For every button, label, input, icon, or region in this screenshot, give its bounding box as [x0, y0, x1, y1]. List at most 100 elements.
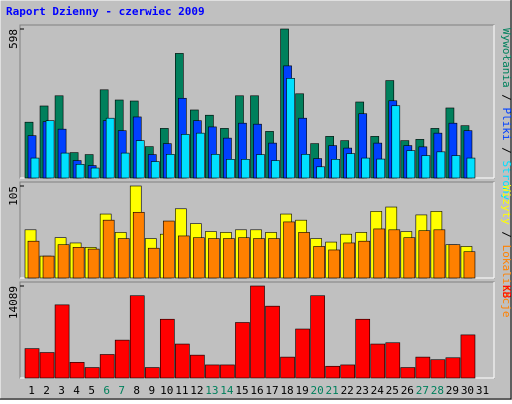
legend-entry: Wizyty: [500, 185, 512, 225]
bar: [358, 240, 371, 279]
x-tick-label: 9: [148, 384, 155, 397]
bar: [436, 151, 446, 179]
x-tick-label: 17: [265, 384, 278, 397]
bar: [132, 211, 145, 279]
bar: [226, 159, 235, 179]
bar: [99, 354, 115, 379]
bar: [373, 228, 386, 279]
bar: [265, 305, 280, 379]
bar: [250, 285, 265, 379]
bar: [205, 364, 220, 379]
bar: [150, 161, 160, 179]
bar: [403, 237, 416, 279]
bar: [84, 367, 100, 379]
bar: [430, 359, 446, 379]
bar: [147, 247, 160, 279]
x-tick-label: 29: [446, 384, 459, 397]
y-tick-label: 14089: [7, 286, 20, 319]
x-tick-label: 2: [43, 384, 50, 397]
bar: [331, 159, 340, 179]
x-tick-label: 1: [28, 384, 35, 397]
bar: [90, 167, 100, 179]
x-tick-label: 28: [431, 384, 444, 397]
bar: [129, 295, 145, 379]
x-tick-label: 25: [386, 384, 399, 397]
bar: [271, 160, 280, 179]
bar: [42, 255, 55, 279]
bar: [400, 367, 416, 379]
bar: [415, 356, 431, 379]
x-tick-label: 11: [175, 384, 188, 397]
bar: [165, 154, 175, 179]
bar: [30, 157, 40, 179]
bar: [144, 367, 160, 379]
x-tick-label: 21: [326, 384, 339, 397]
bar: [117, 238, 130, 279]
bar: [385, 342, 401, 379]
x-tick-label: 3: [58, 384, 65, 397]
bar: [175, 343, 190, 379]
x-tick-label: 18: [280, 384, 293, 397]
bar: [72, 247, 85, 279]
bar: [45, 120, 55, 179]
bar: [361, 157, 371, 179]
bar: [391, 105, 401, 179]
bar: [328, 249, 340, 279]
x-tick-label: 13: [205, 384, 218, 397]
bar: [208, 238, 220, 279]
bar: [445, 357, 461, 379]
bar: [316, 166, 325, 179]
bar: [114, 339, 130, 379]
legend-entry: Strony: [500, 160, 512, 200]
bar: [268, 238, 280, 279]
bar: [433, 229, 446, 279]
bar: [370, 343, 386, 379]
y-tick-label: 598: [7, 29, 20, 49]
legend: Wizyty / Lokalizacje: [500, 185, 512, 317]
legend: KB: [500, 285, 512, 299]
chart-title: Raport Dzienny - czerwiec 2009: [6, 5, 205, 18]
bar: [388, 229, 401, 279]
x-tick-label: 31: [476, 384, 489, 397]
bar: [406, 150, 416, 179]
x-tick-label: 8: [133, 384, 140, 397]
x-tick-label: 6: [103, 384, 110, 397]
x-tick-label: 23: [356, 384, 369, 397]
bar: [346, 153, 356, 179]
legend-entry: Pliki: [500, 107, 512, 140]
x-tick-label: 30: [461, 384, 474, 397]
bar: [193, 237, 205, 279]
legend-separator: /: [500, 88, 512, 108]
bar: [376, 158, 386, 179]
x-tick-label: 19: [295, 384, 308, 397]
bar: [241, 159, 250, 179]
bar: [340, 364, 356, 379]
bar: [135, 140, 145, 179]
bar: [162, 220, 175, 279]
legend-entry: KB: [500, 285, 512, 299]
bar: [235, 322, 250, 379]
bar: [120, 152, 130, 179]
bar: [178, 235, 190, 279]
bar: [181, 134, 190, 179]
legend-entry: Lokalizacje: [500, 245, 512, 318]
x-tick-label: 5: [88, 384, 95, 397]
bar: [75, 163, 85, 179]
legend-separator: /: [500, 141, 512, 161]
legend-entry: Wywołania: [500, 28, 512, 88]
bar: [105, 117, 115, 179]
bar: [253, 238, 265, 279]
bar: [159, 318, 175, 379]
bar: [466, 157, 476, 179]
bar: [196, 132, 205, 179]
bar: [220, 364, 235, 379]
bar: [54, 304, 70, 379]
bar: [295, 328, 310, 379]
x-tick-label: 7: [118, 384, 125, 397]
bar: [418, 230, 431, 279]
bar: [69, 362, 85, 379]
bar: [87, 248, 100, 279]
